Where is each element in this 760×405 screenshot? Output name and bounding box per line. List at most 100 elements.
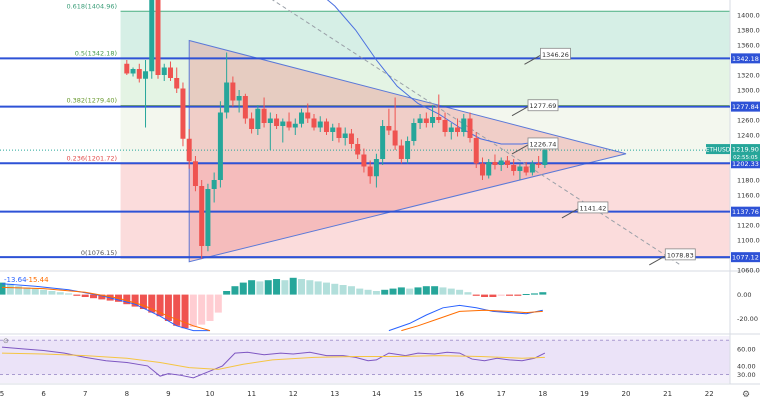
- macd-bar-27: [223, 291, 231, 295]
- candle-body-48: [423, 118, 429, 123]
- macd-bar-37: [306, 280, 314, 295]
- macd-bar-22: [181, 294, 189, 329]
- date-axis[interactable]: 5 6 7 8 9 10 11 12 13 14 15 16 17 18 19 20 21 22: [0, 390, 714, 398]
- candle-body-44: [398, 145, 404, 159]
- macd-bar-32: [264, 280, 272, 295]
- macd-bar-36: [298, 279, 306, 295]
- macd-bar-7: [56, 292, 64, 295]
- candle-body-61: [504, 160, 510, 165]
- rsi-tick-0: 60.00: [737, 345, 756, 353]
- date-tick-1: 6: [41, 390, 46, 398]
- dashed-trend-line[interactable]: [247, 0, 681, 266]
- macd-bar-2: [15, 286, 23, 295]
- price-callouts: 1346.26 1277.69 1226.74 1141.42 1078.83: [511, 47, 696, 266]
- candle-body-5: [155, 0, 161, 75]
- level-tag-1: 1277.84: [732, 103, 759, 111]
- moving-average-line: [0, 0, 730, 151]
- macd-bar-31: [256, 281, 264, 295]
- macd-bar-10: [81, 294, 89, 297]
- callout-pointer-4: [649, 255, 666, 266]
- macd-bar-18: [148, 294, 156, 313]
- candle-body-12: [199, 186, 205, 246]
- macd-bar-62: [514, 294, 522, 296]
- candle-body-49: [430, 117, 436, 123]
- macd-bar-15: [123, 294, 131, 305]
- macd-bar-8: [65, 293, 73, 295]
- misc-controls[interactable]: ⚙⊙: [3, 337, 750, 400]
- candle-body-38: [361, 154, 367, 167]
- macd-bar-44: [364, 289, 372, 295]
- date-tick-17: 22: [705, 390, 714, 398]
- candle-body-29: [305, 112, 311, 119]
- price-tick-15: 1100.00: [737, 237, 760, 245]
- macd-signal-line: [1, 286, 211, 332]
- macd-bar-42: [347, 286, 355, 295]
- candle-body-25: [280, 121, 286, 126]
- fib-label-0: 0.618(1404.96): [66, 2, 117, 10]
- macd-bar-5: [40, 289, 48, 295]
- pane-collapse-icon[interactable]: ⊙: [3, 337, 9, 345]
- macd-value-label: -13.64: [4, 276, 27, 284]
- rsi-tick-1: 40.00: [737, 362, 756, 370]
- fib-label-2: 0.382(1279.40): [66, 96, 117, 104]
- macd-bar-16: [131, 294, 139, 307]
- candle-body-56: [473, 138, 479, 164]
- macd-bar-50: [414, 287, 422, 295]
- candle-body-10: [186, 138, 192, 162]
- macd-bar-34: [281, 280, 289, 295]
- macd-bar-56: [464, 292, 472, 295]
- candle-body-40: [373, 159, 379, 177]
- price-axis[interactable]: 1400.001380.001360.001340.001320.001300.…: [706, 12, 760, 379]
- symbol-tag-bg: [706, 144, 730, 155]
- candle-body-28: [299, 112, 305, 124]
- candle-body-18: [236, 96, 242, 101]
- macd-bar-65: [539, 292, 547, 295]
- candle-body-11: [192, 161, 198, 186]
- trend-line: [271, 0, 681, 266]
- macd-bar-33: [273, 279, 281, 295]
- macd-signal-line-2: [401, 309, 543, 332]
- price-tick-5: 1300.00: [737, 87, 760, 95]
- price-tick-7: 1260.00: [737, 117, 760, 125]
- date-tick-3: 8: [125, 390, 129, 398]
- callout-pointer-1: [511, 106, 529, 117]
- date-tick-2: 7: [83, 390, 87, 398]
- candle-body-16: [224, 82, 230, 113]
- macd-bar-47: [389, 288, 397, 295]
- price-tick-14: 1120.00: [737, 222, 760, 230]
- candle-body-52: [448, 127, 454, 132]
- candle-body-65: [529, 163, 535, 173]
- current-price-tag: 1219.90: [732, 146, 759, 154]
- fib-level-labels: 0.618(1404.96) 0.5(1342.18) 0.382(1279.40)…: [66, 2, 117, 257]
- macd-bar-6: [48, 291, 56, 295]
- candle-body-0: [124, 63, 130, 74]
- macd-bar-11: [90, 294, 98, 299]
- rsi-ma-line: [1, 352, 545, 370]
- callout-pointer-3: [561, 208, 579, 219]
- date-tick-0: 5: [0, 390, 4, 398]
- fib-label-4: 0(1076.15): [81, 249, 117, 257]
- date-tick-15: 20: [622, 390, 631, 398]
- price-tick-0: 1400.00: [737, 12, 760, 20]
- level-tag-4: 1077.12: [732, 254, 759, 262]
- candle-body-55: [467, 118, 473, 138]
- candle-body-32: [323, 121, 329, 132]
- gridlines: [0, 0, 760, 385]
- candle-body-6: [161, 67, 167, 75]
- settings-gear-icon[interactable]: ⚙: [742, 390, 750, 400]
- rsi-band: [0, 340, 730, 375]
- macd-bar-12: [98, 294, 106, 300]
- macd-bar-26: [214, 294, 222, 313]
- macd-bar-60: [497, 294, 505, 296]
- candle-body-15: [217, 112, 223, 180]
- fib-zone-0.5-0.382: [120, 58, 730, 106]
- candle-body-57: [479, 163, 485, 176]
- callout-box-1: [527, 99, 559, 112]
- candle-body-22: [261, 108, 267, 123]
- candle-body-54: [461, 118, 467, 132]
- macd-bar-21: [173, 294, 181, 326]
- macd-bar-46: [381, 289, 389, 295]
- date-tick-7: 12: [289, 390, 298, 398]
